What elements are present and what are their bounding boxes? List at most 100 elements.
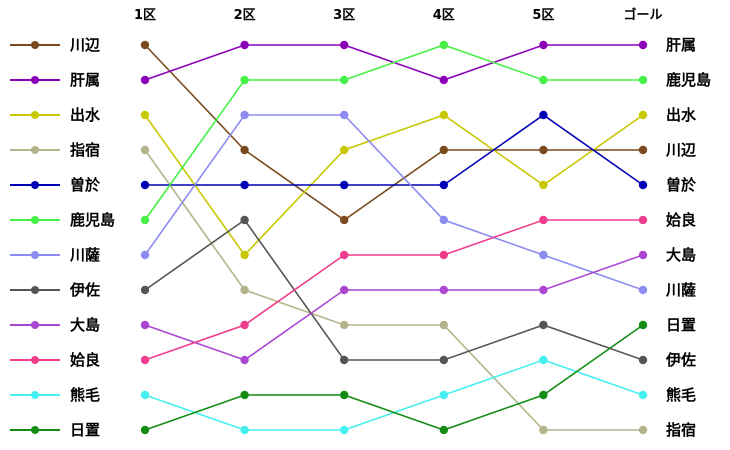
data-point — [340, 390, 349, 400]
data-point — [240, 320, 249, 330]
data-point — [638, 320, 648, 330]
data-point — [638, 355, 648, 365]
series-line — [144, 219, 643, 361]
stage-label: 4区 — [433, 8, 455, 23]
data-point — [638, 145, 648, 155]
data-point — [439, 40, 448, 50]
stage-label: 1区 — [134, 8, 156, 23]
legend-marker — [31, 41, 39, 49]
final-rank-label: 川薩 — [665, 281, 696, 299]
data-point — [140, 390, 150, 400]
series-line — [144, 44, 643, 221]
data-point — [340, 285, 349, 295]
data-point — [439, 250, 448, 260]
data-point — [140, 355, 150, 365]
data-point — [439, 180, 448, 190]
data-point — [240, 40, 249, 50]
legend-label: 曽於 — [70, 176, 101, 194]
data-point — [140, 425, 150, 435]
data-point — [638, 215, 648, 225]
series-line — [145, 114, 644, 186]
series-line — [144, 324, 644, 431]
data-point — [539, 320, 548, 330]
data-point — [240, 145, 249, 155]
series-line — [144, 254, 644, 361]
legend-marker — [31, 286, 39, 294]
data-point — [140, 110, 150, 120]
final-rank-label: 熊毛 — [666, 386, 696, 404]
data-point — [539, 390, 548, 400]
data-point — [140, 320, 150, 330]
final-rank-label: 日置 — [666, 316, 696, 334]
legend-label: 日置 — [70, 421, 100, 439]
data-point — [638, 40, 648, 50]
data-point — [240, 250, 249, 260]
legend-marker — [31, 321, 39, 329]
data-point — [240, 285, 249, 295]
legend-label: 伊佐 — [69, 281, 100, 299]
data-point — [439, 320, 448, 330]
data-point — [340, 75, 349, 85]
final-rank-label: 肝属 — [666, 36, 696, 54]
data-point — [439, 75, 448, 85]
series-lines — [144, 44, 644, 431]
data-point — [340, 40, 349, 50]
data-point — [638, 425, 648, 435]
data-point — [638, 285, 648, 295]
data-point — [240, 75, 249, 85]
data-point — [240, 110, 249, 120]
data-point — [340, 110, 349, 120]
stage-label: ゴール — [623, 7, 662, 23]
legend-marker — [31, 111, 39, 119]
data-point — [539, 180, 548, 190]
final-rank-label: 川辺 — [665, 141, 697, 159]
data-point — [539, 425, 548, 435]
legend-label: 姶良 — [70, 351, 100, 369]
data-point — [539, 75, 548, 85]
data-point — [539, 355, 548, 365]
series-points — [140, 40, 648, 435]
legend-label: 熊毛 — [70, 386, 100, 404]
data-point — [539, 285, 548, 295]
data-point — [240, 425, 249, 435]
legend-marker — [31, 426, 39, 434]
data-point — [638, 250, 648, 260]
data-point — [439, 425, 448, 435]
data-point — [140, 180, 150, 190]
legend-label: 大島 — [70, 316, 100, 334]
data-point — [439, 215, 448, 225]
data-point — [340, 250, 349, 260]
legend-marker — [31, 76, 39, 84]
data-point — [340, 215, 349, 225]
legend-label: 出水 — [70, 106, 101, 124]
legend-marker — [31, 391, 39, 399]
legend-marker — [31, 181, 39, 189]
data-point — [140, 250, 150, 260]
legend-label: 鹿児島 — [70, 211, 115, 229]
data-point — [340, 180, 349, 190]
final-rank-label: 指宿 — [666, 421, 696, 439]
data-point — [638, 180, 648, 190]
legend-label: 肝属 — [70, 71, 100, 89]
final-rank-label: 大島 — [666, 246, 696, 264]
final-rank-label: 伊佐 — [665, 351, 696, 369]
data-point — [240, 390, 249, 400]
data-point — [539, 40, 548, 50]
legend-marker — [31, 251, 39, 259]
final-rank-label: 姶良 — [666, 211, 696, 229]
data-point — [240, 180, 249, 190]
legend-marker — [31, 216, 39, 224]
data-point — [539, 250, 548, 260]
stage-labels: 1区 2区 3区 4区 5区 ゴール — [134, 7, 663, 23]
data-point — [638, 75, 648, 85]
data-point — [539, 145, 548, 155]
data-point — [140, 75, 150, 85]
legend-label: 川辺 — [69, 36, 101, 54]
data-point — [140, 40, 150, 50]
legend-marker — [31, 146, 39, 154]
data-point — [340, 320, 349, 330]
data-point — [439, 145, 448, 155]
data-point — [439, 110, 448, 120]
legend-label: 指宿 — [70, 141, 100, 159]
data-point — [340, 355, 349, 365]
